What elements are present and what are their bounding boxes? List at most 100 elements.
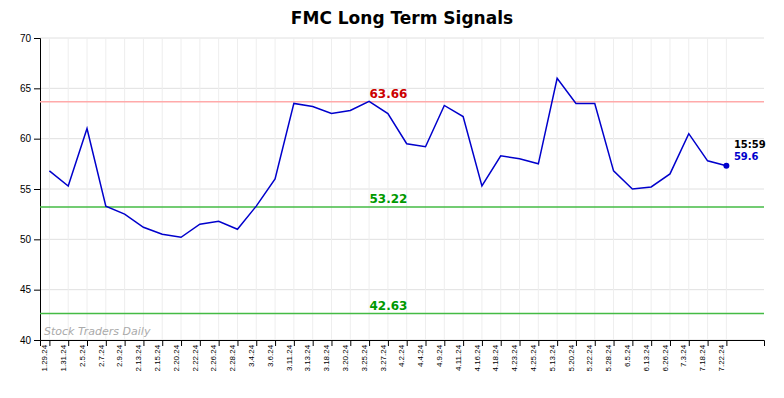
tick: 1.31.24 [59,340,69,372]
tick-label: 2.9.24 [115,344,124,367]
tick-mark [689,340,690,346]
grid-line [707,38,708,340]
grid-line [143,38,144,340]
y-axis: 40455055606570 [20,33,41,346]
tick: 45 [20,284,40,295]
tick-label: 3.27.24 [379,344,388,371]
grid-line [87,38,88,340]
tick-label: 4.23.24 [510,344,519,371]
grid-line [40,138,764,139]
tick-label: 50 [20,234,32,245]
tick-mark [651,340,652,346]
tick-mark [143,340,144,346]
tick-mark [350,340,351,346]
tick-label: 7.18.24 [698,344,707,371]
tick-mark [614,340,615,346]
tick-mark [708,340,709,346]
grid-line [406,38,407,340]
annotation: 59.6 [734,151,759,162]
grid-line [444,38,445,340]
title: FMC Long Term Signals [291,8,513,28]
tick-mark [49,340,50,346]
tick: 2.13.24 [134,340,144,372]
grid-line [162,38,163,340]
tick: 50 [20,234,40,245]
tick: 3.11.24 [285,340,295,371]
grid-line [500,38,501,340]
tick-label: 6.5.24 [623,344,632,367]
grid-line [726,38,727,340]
tick: 2.15.24 [153,340,163,372]
grid-line [199,38,200,340]
tick: 2.5.24 [78,340,88,367]
grid-line [613,38,614,340]
grid-line [40,38,764,39]
tick: 3.25.24 [360,340,370,372]
tick: 5.28.24 [604,340,614,372]
tick-label: 2.13.24 [134,344,143,371]
tick-label: 4.4.24 [416,344,425,367]
tick-mark [520,340,521,346]
x-axis: 1.29.24 1.31.24 2.5.24 2.7.24 2.9.24 2.13.24 2… [40,340,764,372]
tick-mark [125,340,126,346]
grid-line [350,38,351,340]
axis-domain [34,39,41,341]
tick-label: 2.28.24 [228,344,237,371]
annotation: 15:59 [734,139,766,150]
tick: 60 [20,133,40,144]
grid [40,38,764,340]
tick-mark [68,340,69,346]
tick-mark [632,340,633,346]
grid-line [369,38,370,340]
tick-mark [200,340,201,346]
tick: 4.11.24 [454,340,464,371]
tick-label: 55 [20,184,32,195]
tick: 5.20.24 [567,340,577,372]
grid-line [387,38,388,340]
tick-mark [482,340,483,346]
tick: 1.29.24 [40,340,50,372]
tick-mark [256,340,257,346]
reference-label: 63.66 [369,87,407,101]
tick: 3.20.24 [341,340,351,372]
tick: 4.9.24 [435,340,445,367]
grid-line [275,38,276,340]
reference-line [40,206,764,208]
tick-mark [595,340,596,346]
tick: 4.16.24 [473,340,483,372]
tick-label: 6.13.24 [642,344,651,371]
tick-label: 5.22.24 [585,344,594,371]
tick-label: 5.20.24 [567,344,576,371]
tick-mark [106,340,107,346]
tick-mark [162,340,163,346]
tick-mark [576,340,577,346]
tick: 3.6.24 [266,340,276,367]
tick-mark [34,189,40,190]
tick: 5.22.24 [585,340,595,372]
tick-label: 3.4.24 [247,344,256,367]
tick-mark [34,88,40,89]
tick-mark [275,340,276,346]
tick: 6.5.24 [623,340,633,367]
grid-line [481,38,482,340]
tick: 6.13.24 [642,340,652,372]
tick-label: 3.6.24 [266,344,275,367]
tick-label: 7.3.24 [679,344,688,367]
watermark: Stock Traders Daily [44,325,151,338]
tick-mark [34,239,40,240]
tick-label: 7.22.24 [717,344,726,371]
tick: 3.18.24 [322,340,332,372]
tick: 2.26.24 [209,340,219,372]
line [49,78,726,237]
grid-line [312,38,313,340]
tick-mark [388,340,389,346]
tick-label: 3.20.24 [341,344,350,371]
tick-label: 2.20.24 [172,344,181,371]
tick-label: 3.25.24 [360,344,369,371]
tick-label: 45 [20,284,32,295]
tick-label: 1.29.24 [40,344,49,371]
grid-line [331,38,332,340]
tick: 2.7.24 [97,340,107,367]
grid-line [669,38,670,340]
tick-label: 3.11.24 [285,344,294,371]
